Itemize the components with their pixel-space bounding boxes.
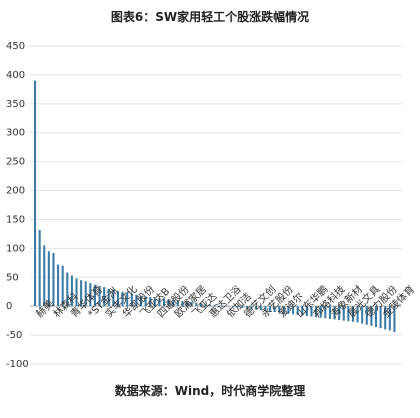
bar [292,306,295,315]
bar [232,306,235,308]
bar [70,275,73,307]
bar [98,285,101,307]
bar [112,289,115,307]
bar [176,300,179,307]
y-tick-label: 100 [6,243,25,254]
bar [301,306,304,316]
bar [351,306,354,322]
y-tick-label: 0 [6,301,12,312]
bar [393,306,396,333]
bar [107,288,110,307]
bar [379,306,382,329]
y-tick-label: 50 [6,272,19,283]
bar [310,306,313,317]
bar [356,306,359,323]
bar [342,306,345,321]
bar [264,306,267,311]
bar [282,306,285,314]
y-tick-label: 200 [6,186,25,197]
chart-source: 数据来源：Wind，时代商学院整理 [114,384,306,398]
bar [374,306,378,327]
bar [149,296,152,307]
chart-title: 图表6：SW家用轻工个股涨跌幅情况 [110,10,310,24]
y-tick-label: 400 [6,70,25,81]
bar [181,300,184,307]
bar [121,291,124,307]
bar [84,281,87,307]
bar [324,306,327,319]
bar [43,245,46,307]
bar [34,80,37,307]
bar [139,295,143,307]
bar [287,306,290,314]
bar [163,298,166,307]
bar [66,272,69,307]
bar [47,251,50,307]
bar [75,278,78,307]
y-tick-label: 350 [6,99,25,110]
bar [328,306,331,319]
y-tick-label: -100 [6,359,29,370]
bar [296,306,299,315]
bar [319,306,322,318]
bar [186,301,189,307]
bar [130,293,133,307]
bar [255,306,258,310]
bar [236,306,239,308]
bar [199,303,202,307]
bar [80,280,83,307]
y-tick-label: 250 [6,157,25,168]
bar [227,306,230,307]
bar [370,306,373,326]
y-tick-label: 300 [6,128,25,139]
bar [213,305,216,307]
bar [268,306,272,312]
bar [52,252,55,307]
bar [172,299,175,307]
bar [61,265,64,307]
bar [245,306,249,309]
bar [158,298,161,307]
bar [338,306,341,321]
bar [315,306,318,318]
y-tick-label: 150 [6,214,25,225]
bar [89,283,92,307]
bar [218,305,221,307]
bar [167,299,170,307]
bar [384,306,387,330]
bar [204,303,207,307]
bar [241,306,244,308]
bar [209,304,212,307]
bar [135,294,138,307]
bar [144,296,147,307]
bar [347,306,350,322]
bar [333,306,336,320]
bar [153,297,156,307]
bar [250,306,253,310]
bar [93,284,96,307]
bar [273,306,276,312]
y-tick-label: 450 [6,41,25,52]
bar [388,306,391,331]
bar [361,306,364,324]
bar [278,306,281,313]
bar [259,306,262,311]
bar [222,306,225,307]
bar [305,306,308,317]
y-tick-label: -50 [6,330,22,341]
bar [190,302,193,307]
bar [57,264,60,307]
bar [116,291,120,307]
bar [103,287,106,307]
bar [365,306,368,325]
bar [195,302,198,307]
bar [38,229,41,307]
bar [126,292,129,307]
